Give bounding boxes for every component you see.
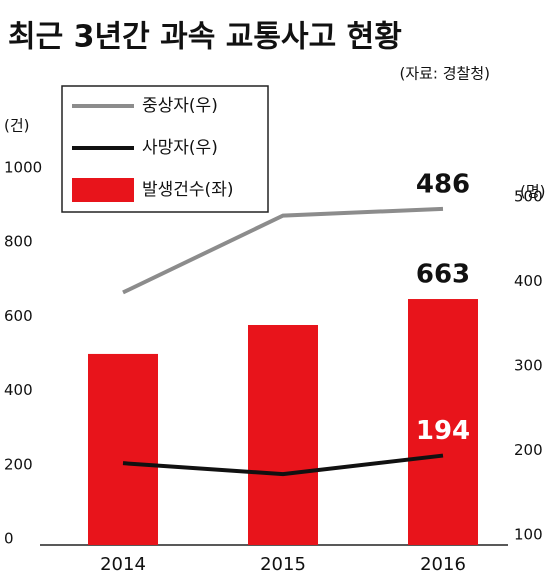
y2-tick-label: 200: [514, 441, 543, 459]
bar: [88, 353, 158, 545]
y-tick-label: 0: [4, 530, 14, 548]
y-tick-label: 600: [4, 307, 33, 325]
chart-title: 최근 3년간 과속 교통사고 현황: [8, 20, 402, 55]
line: [122, 453, 444, 477]
legend-label: 중상자(우): [142, 96, 218, 116]
y2-unit: (명): [520, 183, 546, 201]
x-tick-label: 2016: [420, 554, 466, 575]
source: (자료: 경찰청): [399, 65, 490, 83]
y-tick-label: 400: [4, 381, 33, 399]
y2-tick-label: 100: [514, 526, 543, 544]
y-tick-label: 200: [4, 455, 33, 473]
x-tick-label: 2015: [260, 554, 306, 575]
value-label: 663: [416, 260, 470, 290]
y2-tick-label: 400: [514, 272, 543, 290]
legend-label: 사망자(우): [142, 138, 218, 158]
value-label: 486: [416, 169, 470, 199]
bar: [408, 299, 478, 545]
y-tick-label: 1000: [4, 159, 42, 177]
bar: [248, 324, 318, 545]
y-tick-label: 800: [4, 233, 33, 251]
y2-tick-label: 500: [514, 188, 543, 206]
legend-swatch: [72, 178, 134, 202]
legend-label: 발생건수(좌): [142, 180, 233, 200]
value-label: 194: [416, 416, 470, 446]
x-tick-label: 2014: [100, 554, 146, 575]
line: [122, 206, 444, 295]
y-unit: (건): [4, 117, 30, 135]
y2-tick-label: 300: [514, 357, 543, 375]
